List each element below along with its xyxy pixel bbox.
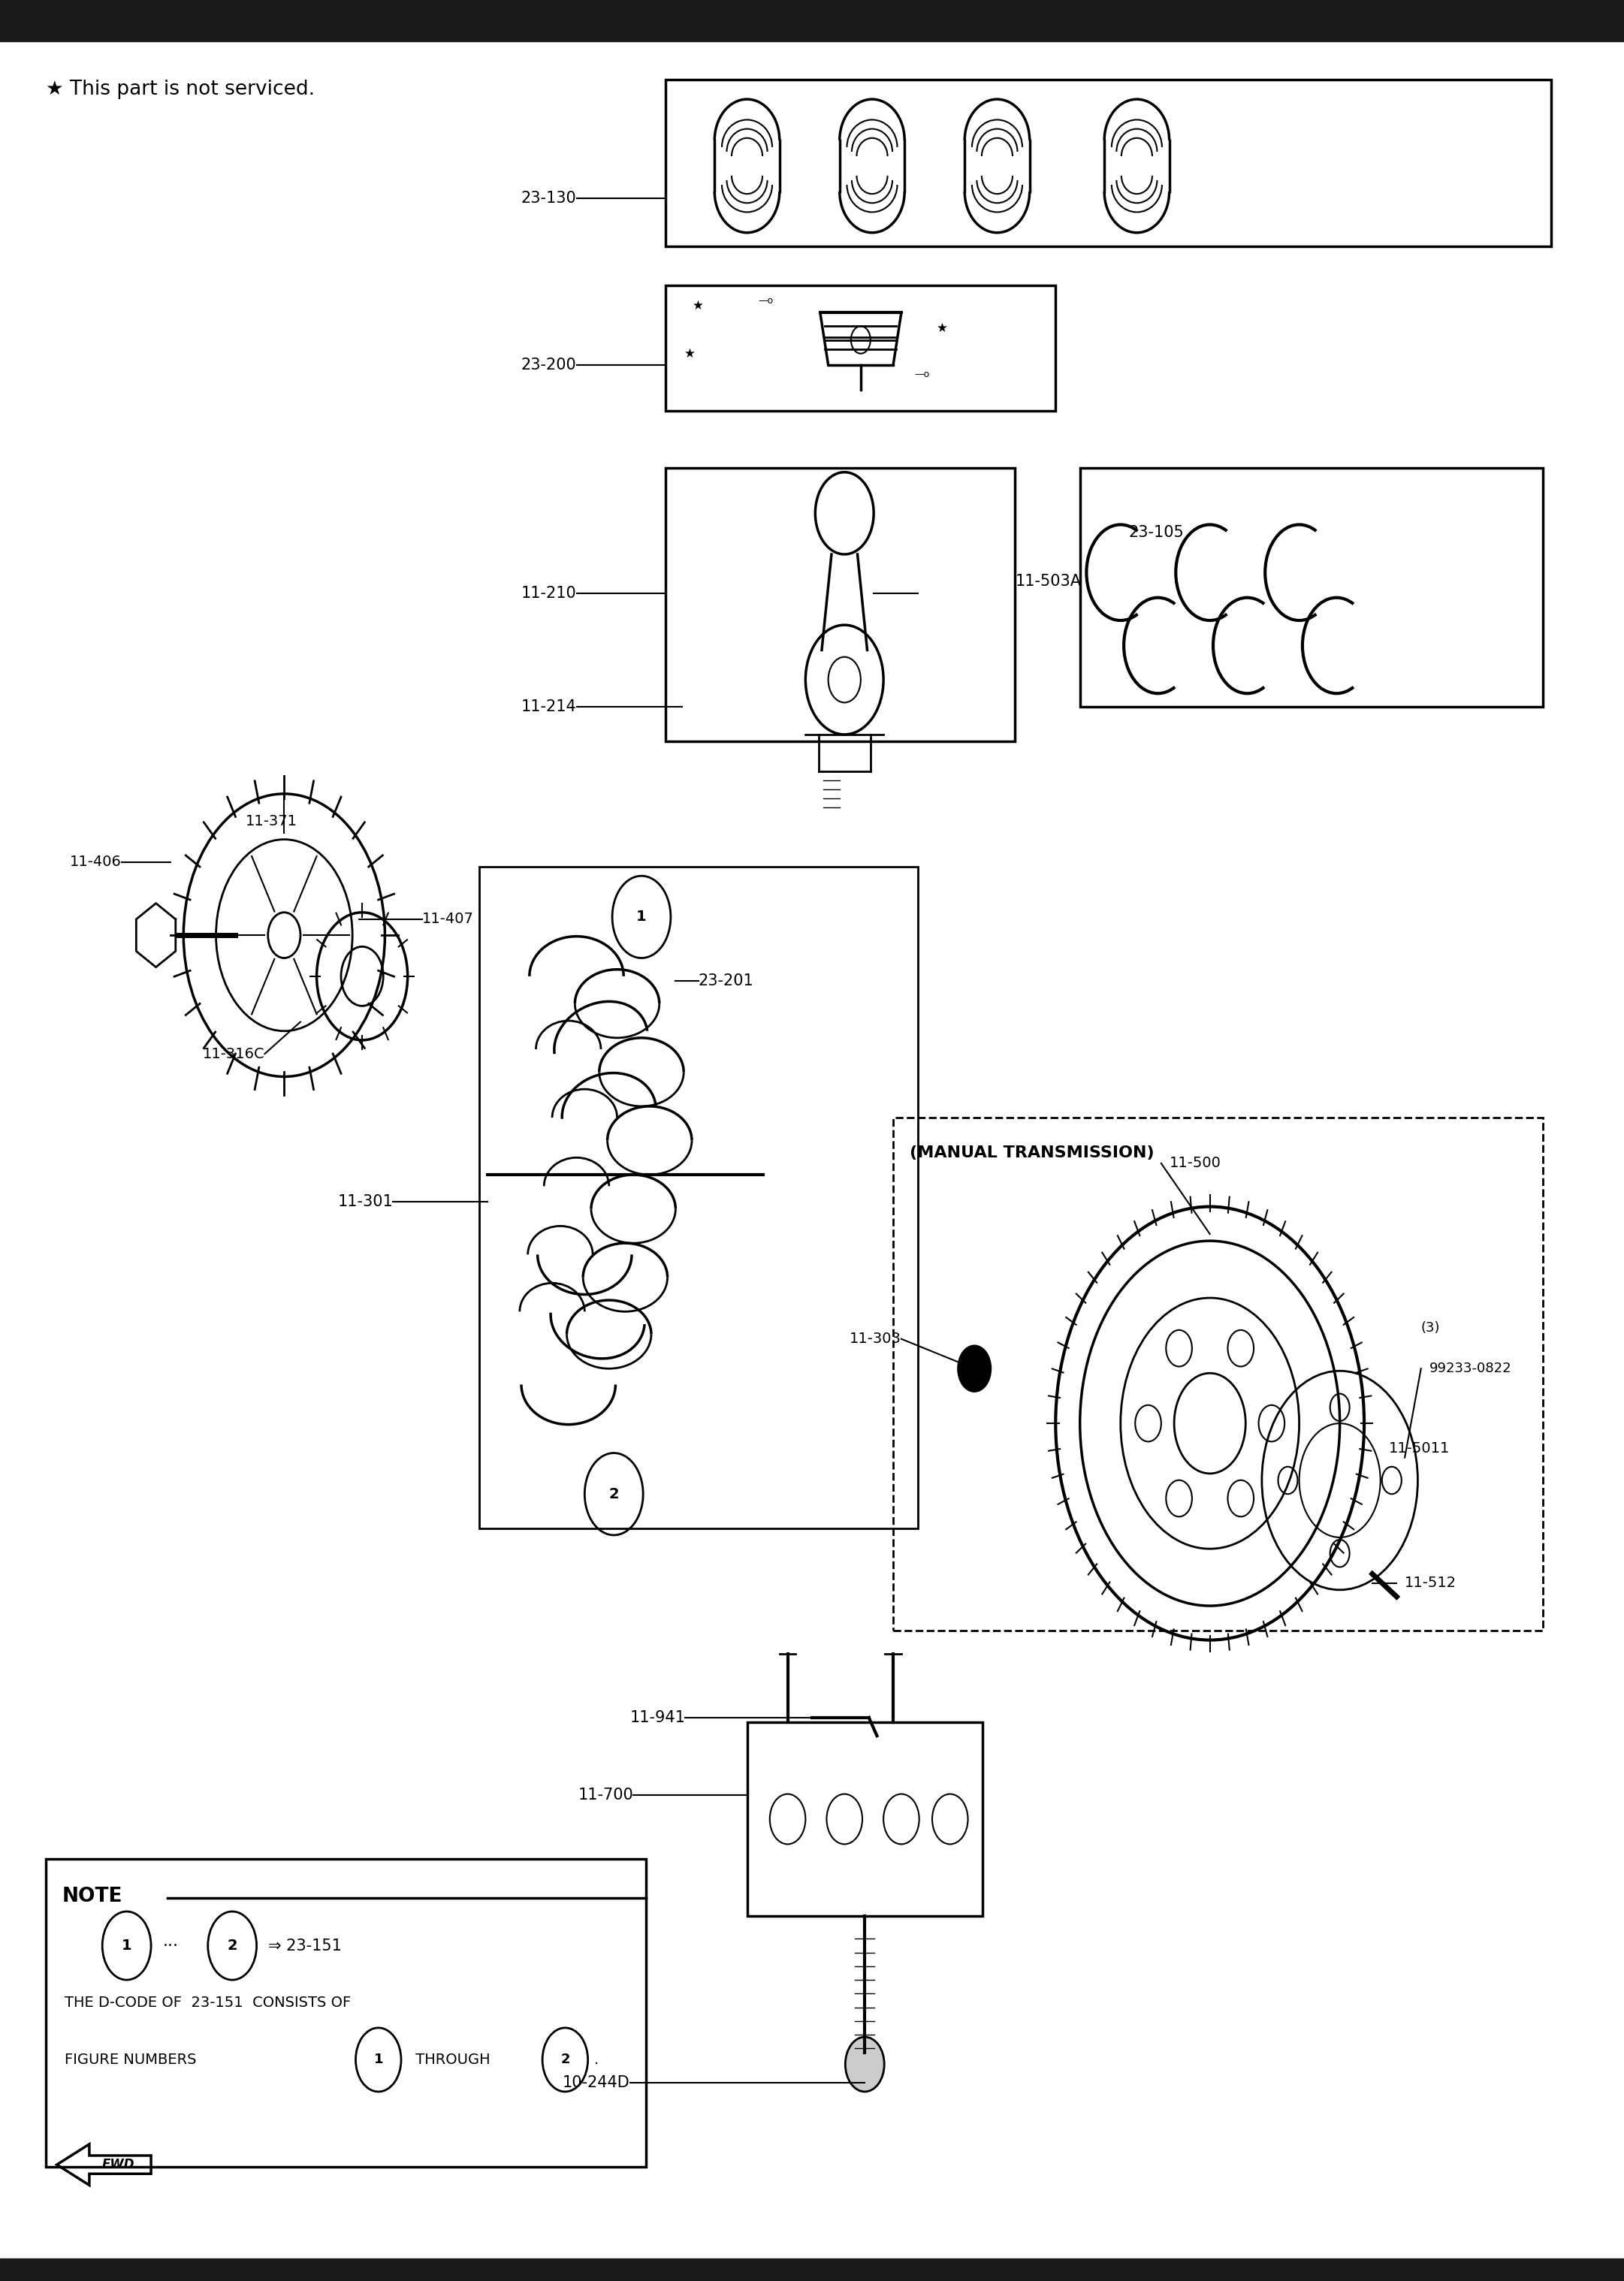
Text: 11-5011: 11-5011	[1389, 1442, 1450, 1455]
Text: 99233-0822: 99233-0822	[1429, 1362, 1512, 1375]
Text: 2: 2	[560, 2053, 570, 2067]
Bar	[1080, 468, 1543, 707]
Circle shape	[844, 2037, 883, 2092]
Text: NOTE: NOTE	[62, 1886, 122, 1907]
Text: 1: 1	[374, 2053, 383, 2067]
Text: THE D-CODE OF  23-151  CONSISTS OF: THE D-CODE OF 23-151 CONSISTS OF	[65, 1996, 351, 2010]
Text: 23-130: 23-130	[521, 192, 577, 205]
Text: 11-407: 11-407	[422, 912, 474, 926]
Bar	[666, 80, 1551, 246]
Text: ⇒ 23-151: ⇒ 23-151	[268, 1939, 341, 1953]
Text: 11-406: 11-406	[70, 855, 122, 869]
Text: .: .	[594, 2053, 599, 2067]
Bar	[893, 1118, 1543, 1631]
Text: ★: ★	[937, 322, 947, 335]
Bar	[479, 867, 918, 1528]
Text: 23-200: 23-200	[521, 358, 577, 372]
Bar	[666, 468, 1015, 741]
Text: ★ This part is not serviced.: ★ This part is not serviced.	[45, 80, 315, 100]
Text: FIGURE NUMBERS: FIGURE NUMBERS	[65, 2053, 197, 2067]
Text: ···: ···	[162, 1939, 179, 1953]
Text: 11-303: 11-303	[849, 1332, 901, 1346]
Text: 1: 1	[122, 1939, 132, 1953]
Text: 11-500: 11-500	[1169, 1156, 1221, 1170]
Text: (3): (3)	[1421, 1321, 1440, 1334]
Text: ★: ★	[693, 299, 703, 312]
Text: THROUGH: THROUGH	[411, 2053, 490, 2067]
Bar	[45, 1859, 646, 2167]
Bar	[747, 1722, 983, 1916]
Text: 11-700: 11-700	[578, 1788, 633, 1802]
Text: —o: —o	[914, 370, 929, 379]
Text: 23-201: 23-201	[698, 974, 754, 988]
Text: 11-941: 11-941	[630, 1711, 685, 1724]
Text: 1: 1	[637, 910, 646, 924]
Text: 2: 2	[227, 1939, 237, 1953]
Text: 11-214: 11-214	[521, 700, 577, 714]
Bar	[666, 285, 1056, 411]
Text: 11-301: 11-301	[338, 1195, 393, 1209]
Text: 11-316C: 11-316C	[203, 1047, 265, 1061]
Text: (MANUAL TRANSMISSION): (MANUAL TRANSMISSION)	[909, 1145, 1155, 1161]
Text: 10-244D: 10-244D	[562, 2076, 630, 2089]
Text: ★: ★	[685, 347, 695, 360]
Text: 11-210: 11-210	[521, 586, 577, 600]
Text: 23-105: 23-105	[1129, 525, 1184, 541]
Text: —o: —o	[758, 297, 773, 306]
Text: 11-371: 11-371	[245, 814, 297, 828]
Text: 11-512: 11-512	[1405, 1576, 1457, 1590]
Text: FWD: FWD	[102, 2158, 135, 2172]
Text: 11-503A: 11-503A	[1015, 575, 1082, 588]
Circle shape	[958, 1346, 991, 1391]
Text: 2: 2	[609, 1487, 619, 1501]
